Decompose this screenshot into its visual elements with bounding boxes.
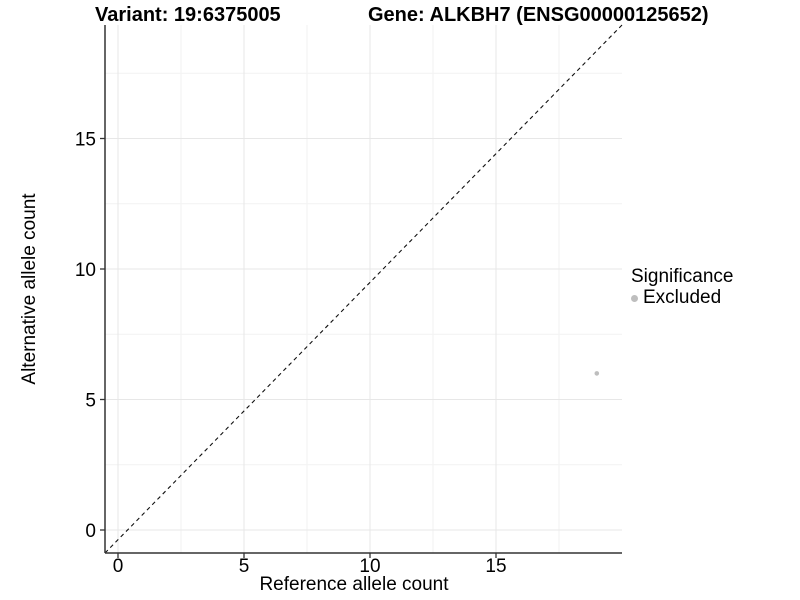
- legend-key-dot: [631, 294, 638, 302]
- gridlines-major: [105, 25, 622, 553]
- y-axis-title: Alternative allele count: [19, 193, 40, 385]
- legend-item-excluded: Excluded: [631, 288, 733, 308]
- plot-title-gene: Gene: ALKBH7 (ENSG00000125652): [368, 4, 709, 26]
- plot-title-variant: Variant: 19:6375005: [95, 4, 281, 26]
- legend-title: Significance: [631, 266, 734, 287]
- legend-item-label: Excluded: [643, 287, 722, 308]
- x-axis-title: Reference allele count: [259, 574, 449, 595]
- y-tick-label: 10: [75, 260, 96, 281]
- legend: Significance Excluded: [631, 267, 733, 308]
- axis-tick-labels: 0 5 10 15 0 5 10 15: [75, 130, 507, 578]
- data-points-layer: [594, 371, 600, 376]
- data-point: [594, 371, 600, 376]
- x-tick-label: 10: [359, 556, 380, 577]
- x-tick-label: 0: [113, 556, 124, 577]
- y-tick-label: 15: [75, 130, 96, 151]
- identity-dashed-line: [104, 24, 623, 554]
- axis-ticks: [100, 137, 497, 558]
- x-tick-label: 15: [485, 556, 506, 577]
- x-tick-label: 5: [239, 556, 250, 577]
- y-tick-label: 0: [85, 521, 96, 542]
- y-tick-label: 5: [85, 391, 96, 412]
- gridlines-minor: [105, 25, 622, 553]
